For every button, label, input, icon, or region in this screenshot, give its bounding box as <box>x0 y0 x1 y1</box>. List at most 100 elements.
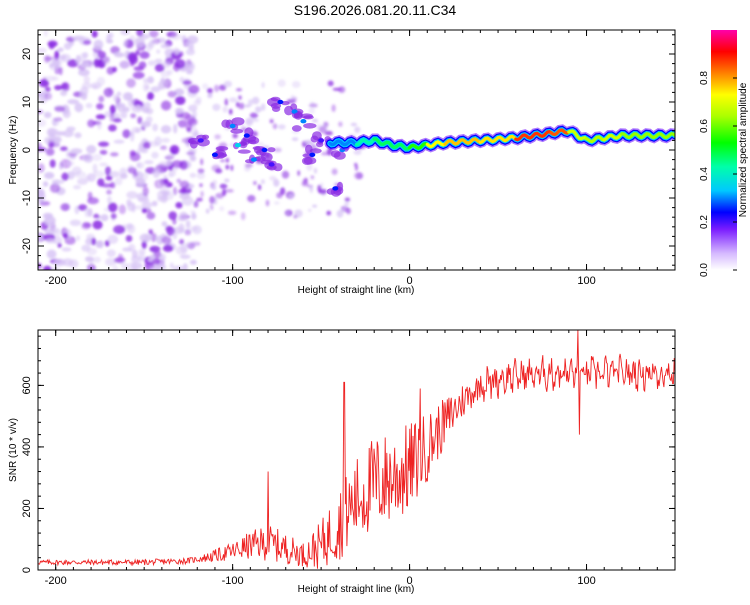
spectrogram-blob <box>242 138 250 145</box>
noise-mark <box>310 175 315 180</box>
ridge-segment <box>549 128 571 137</box>
noise-mark <box>52 179 65 185</box>
noise-mark <box>161 235 172 245</box>
x-tick-label: 100 <box>577 275 595 287</box>
noise-mark <box>66 171 75 180</box>
noise-mark <box>160 70 171 78</box>
noise-mark <box>99 162 108 167</box>
noise-mark <box>191 213 197 220</box>
noise-mark <box>224 98 229 106</box>
noise-mark <box>147 76 155 84</box>
noise-mark <box>62 109 71 119</box>
spectrogram-xlabel: Height of straight line (km) <box>298 285 415 296</box>
noise-mark <box>172 186 178 196</box>
noise-mark <box>74 171 87 179</box>
noise-mark <box>83 75 91 84</box>
noise-mark <box>153 250 162 259</box>
noise-mark <box>122 129 131 139</box>
noise-mark <box>156 235 164 245</box>
colorbar-label: Normalized spectral amplitude <box>738 82 749 217</box>
noise-mark <box>120 30 130 36</box>
spectrogram-blob-core <box>277 99 284 105</box>
noise-mark <box>93 39 104 50</box>
ridge-segment <box>602 132 624 142</box>
y-tick-label: -10 <box>21 190 33 206</box>
noise-mark <box>152 169 160 179</box>
noise-mark <box>92 220 103 230</box>
noise-mark <box>131 255 140 263</box>
noise-mark <box>137 116 143 125</box>
noise-mark <box>223 80 233 88</box>
noise-mark <box>148 229 153 235</box>
noise-mark <box>273 201 280 205</box>
ridge-segment <box>620 132 675 140</box>
noise-mark <box>133 205 144 210</box>
noise-mark <box>303 177 308 182</box>
noise-mark <box>67 99 79 105</box>
y-tick-label: 400 <box>21 438 33 456</box>
spectrogram-blob-core <box>234 143 241 148</box>
noise-mark <box>38 262 42 269</box>
noise-mark <box>42 181 49 187</box>
colorbar-tick-label: 0.6 <box>699 119 710 133</box>
colorbar-tick-label: 0.2 <box>699 215 710 229</box>
noise-mark <box>134 37 145 48</box>
noise-mark <box>331 168 338 175</box>
snr-ylabel: SNR (10 * v/v) <box>8 418 19 482</box>
noise-mark <box>166 153 176 160</box>
noise-mark <box>182 80 192 86</box>
noise-mark <box>99 149 108 155</box>
y-tick-label: 600 <box>21 376 33 394</box>
noise-mark <box>106 39 114 44</box>
noise-mark <box>169 262 174 269</box>
noise-mark <box>190 225 198 232</box>
noise-mark <box>39 201 51 206</box>
noise-mark <box>152 38 161 45</box>
noise-mark <box>156 49 161 54</box>
noise-mark <box>141 201 153 209</box>
noise-mark <box>224 178 230 183</box>
noise-mark <box>137 197 150 203</box>
noise-mark <box>49 266 61 270</box>
noise-mark <box>291 137 299 142</box>
noise-mark <box>244 163 253 168</box>
spectrogram-blob <box>291 125 302 132</box>
noise-mark <box>106 189 112 195</box>
noise-mark <box>43 111 52 119</box>
noise-mark <box>159 254 165 265</box>
noise-mark <box>171 160 184 169</box>
noise-mark <box>81 82 92 90</box>
noise-mark <box>166 226 175 236</box>
spectrogram-blob <box>188 137 202 145</box>
noise-mark <box>281 170 290 179</box>
noise-mark <box>222 106 228 113</box>
noise-mark <box>324 130 333 136</box>
noise-mark <box>108 202 118 213</box>
noise-mark <box>189 172 197 178</box>
spectrogram-blob <box>284 105 294 116</box>
noise-mark <box>110 152 119 157</box>
noise-mark <box>172 167 179 172</box>
noise-mark <box>308 208 312 212</box>
colorbar: 0.0 0.2 0.4 0.6 0.8 Normalized spectral ampl… <box>699 30 749 277</box>
noise-mark <box>245 117 254 126</box>
noise-mark <box>78 69 90 77</box>
noise-mark <box>202 83 209 90</box>
noise-mark <box>229 97 238 103</box>
noise-mark <box>47 128 59 137</box>
noise-mark <box>97 51 107 59</box>
noise-mark <box>127 202 135 212</box>
noise-mark <box>127 97 134 108</box>
noise-mark <box>306 163 313 171</box>
noise-mark <box>301 181 309 187</box>
noise-mark <box>77 204 88 211</box>
noise-mark <box>113 139 125 144</box>
noise-mark <box>297 170 301 176</box>
noise-mark <box>126 223 136 234</box>
noise-mark <box>143 78 149 83</box>
noise-mark <box>46 249 57 259</box>
noise-mark <box>225 189 234 193</box>
noise-mark <box>235 88 243 92</box>
